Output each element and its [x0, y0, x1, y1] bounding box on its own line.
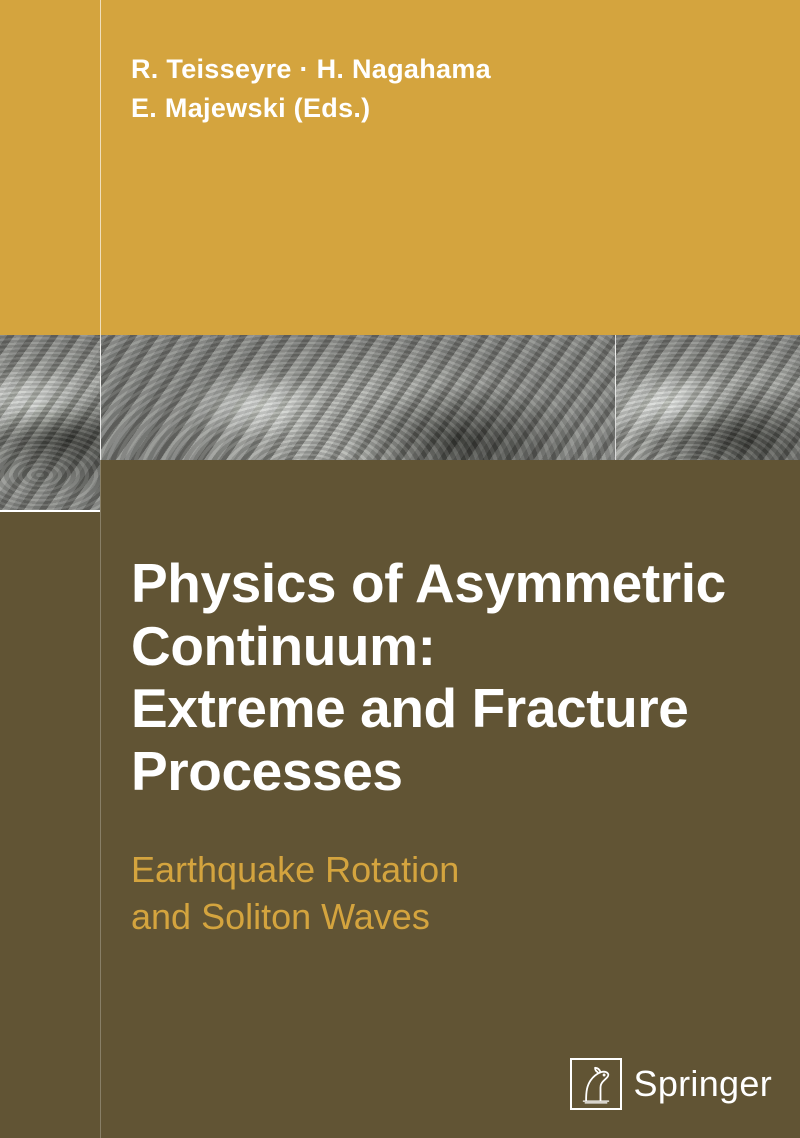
title-line-2: Continuum:: [131, 615, 764, 678]
title-line-3: Extreme and Fracture: [131, 677, 764, 740]
book-subtitle: Earthquake Rotation and Soliton Waves: [131, 847, 764, 941]
spine-top: [0, 0, 100, 335]
title-line-4: Processes: [131, 740, 764, 803]
authors: R. Teisseyre · H. Nagahama E. Majewski (…: [131, 50, 760, 128]
spine-bottom: [0, 512, 100, 1138]
book-title: Physics of Asymmetric Continuum: Extreme…: [131, 552, 764, 803]
top-band: R. Teisseyre · H. Nagahama E. Majewski (…: [0, 0, 800, 335]
publisher-name: Springer: [634, 1063, 772, 1105]
title-line-1: Physics of Asymmetric: [131, 552, 764, 615]
subtitle-line-1: Earthquake Rotation: [131, 847, 764, 894]
publisher-block: Springer: [570, 1058, 772, 1110]
spine-photo-overlap: [0, 460, 100, 512]
subtitle-line-2: and Soliton Waves: [131, 894, 764, 941]
springer-horse-icon: [570, 1058, 622, 1110]
author-block: R. Teisseyre · H. Nagahama E. Majewski (…: [100, 0, 800, 335]
title-block: Physics of Asymmetric Continuum: Extreme…: [100, 460, 800, 1138]
authors-line-1: R. Teisseyre · H. Nagahama: [131, 50, 760, 89]
authors-line-2: E. Majewski (Eds.): [131, 89, 760, 128]
